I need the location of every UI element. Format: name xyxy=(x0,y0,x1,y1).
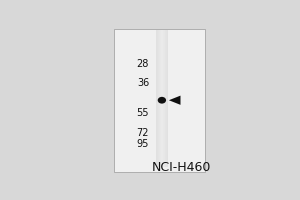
Text: 55: 55 xyxy=(136,108,149,118)
Ellipse shape xyxy=(158,97,166,104)
Text: 36: 36 xyxy=(137,78,149,88)
Text: 28: 28 xyxy=(137,59,149,69)
Text: 95: 95 xyxy=(137,139,149,149)
Text: 72: 72 xyxy=(136,128,149,138)
Bar xyxy=(114,29,205,172)
Polygon shape xyxy=(169,96,181,105)
Text: NCI-H460: NCI-H460 xyxy=(152,161,211,174)
